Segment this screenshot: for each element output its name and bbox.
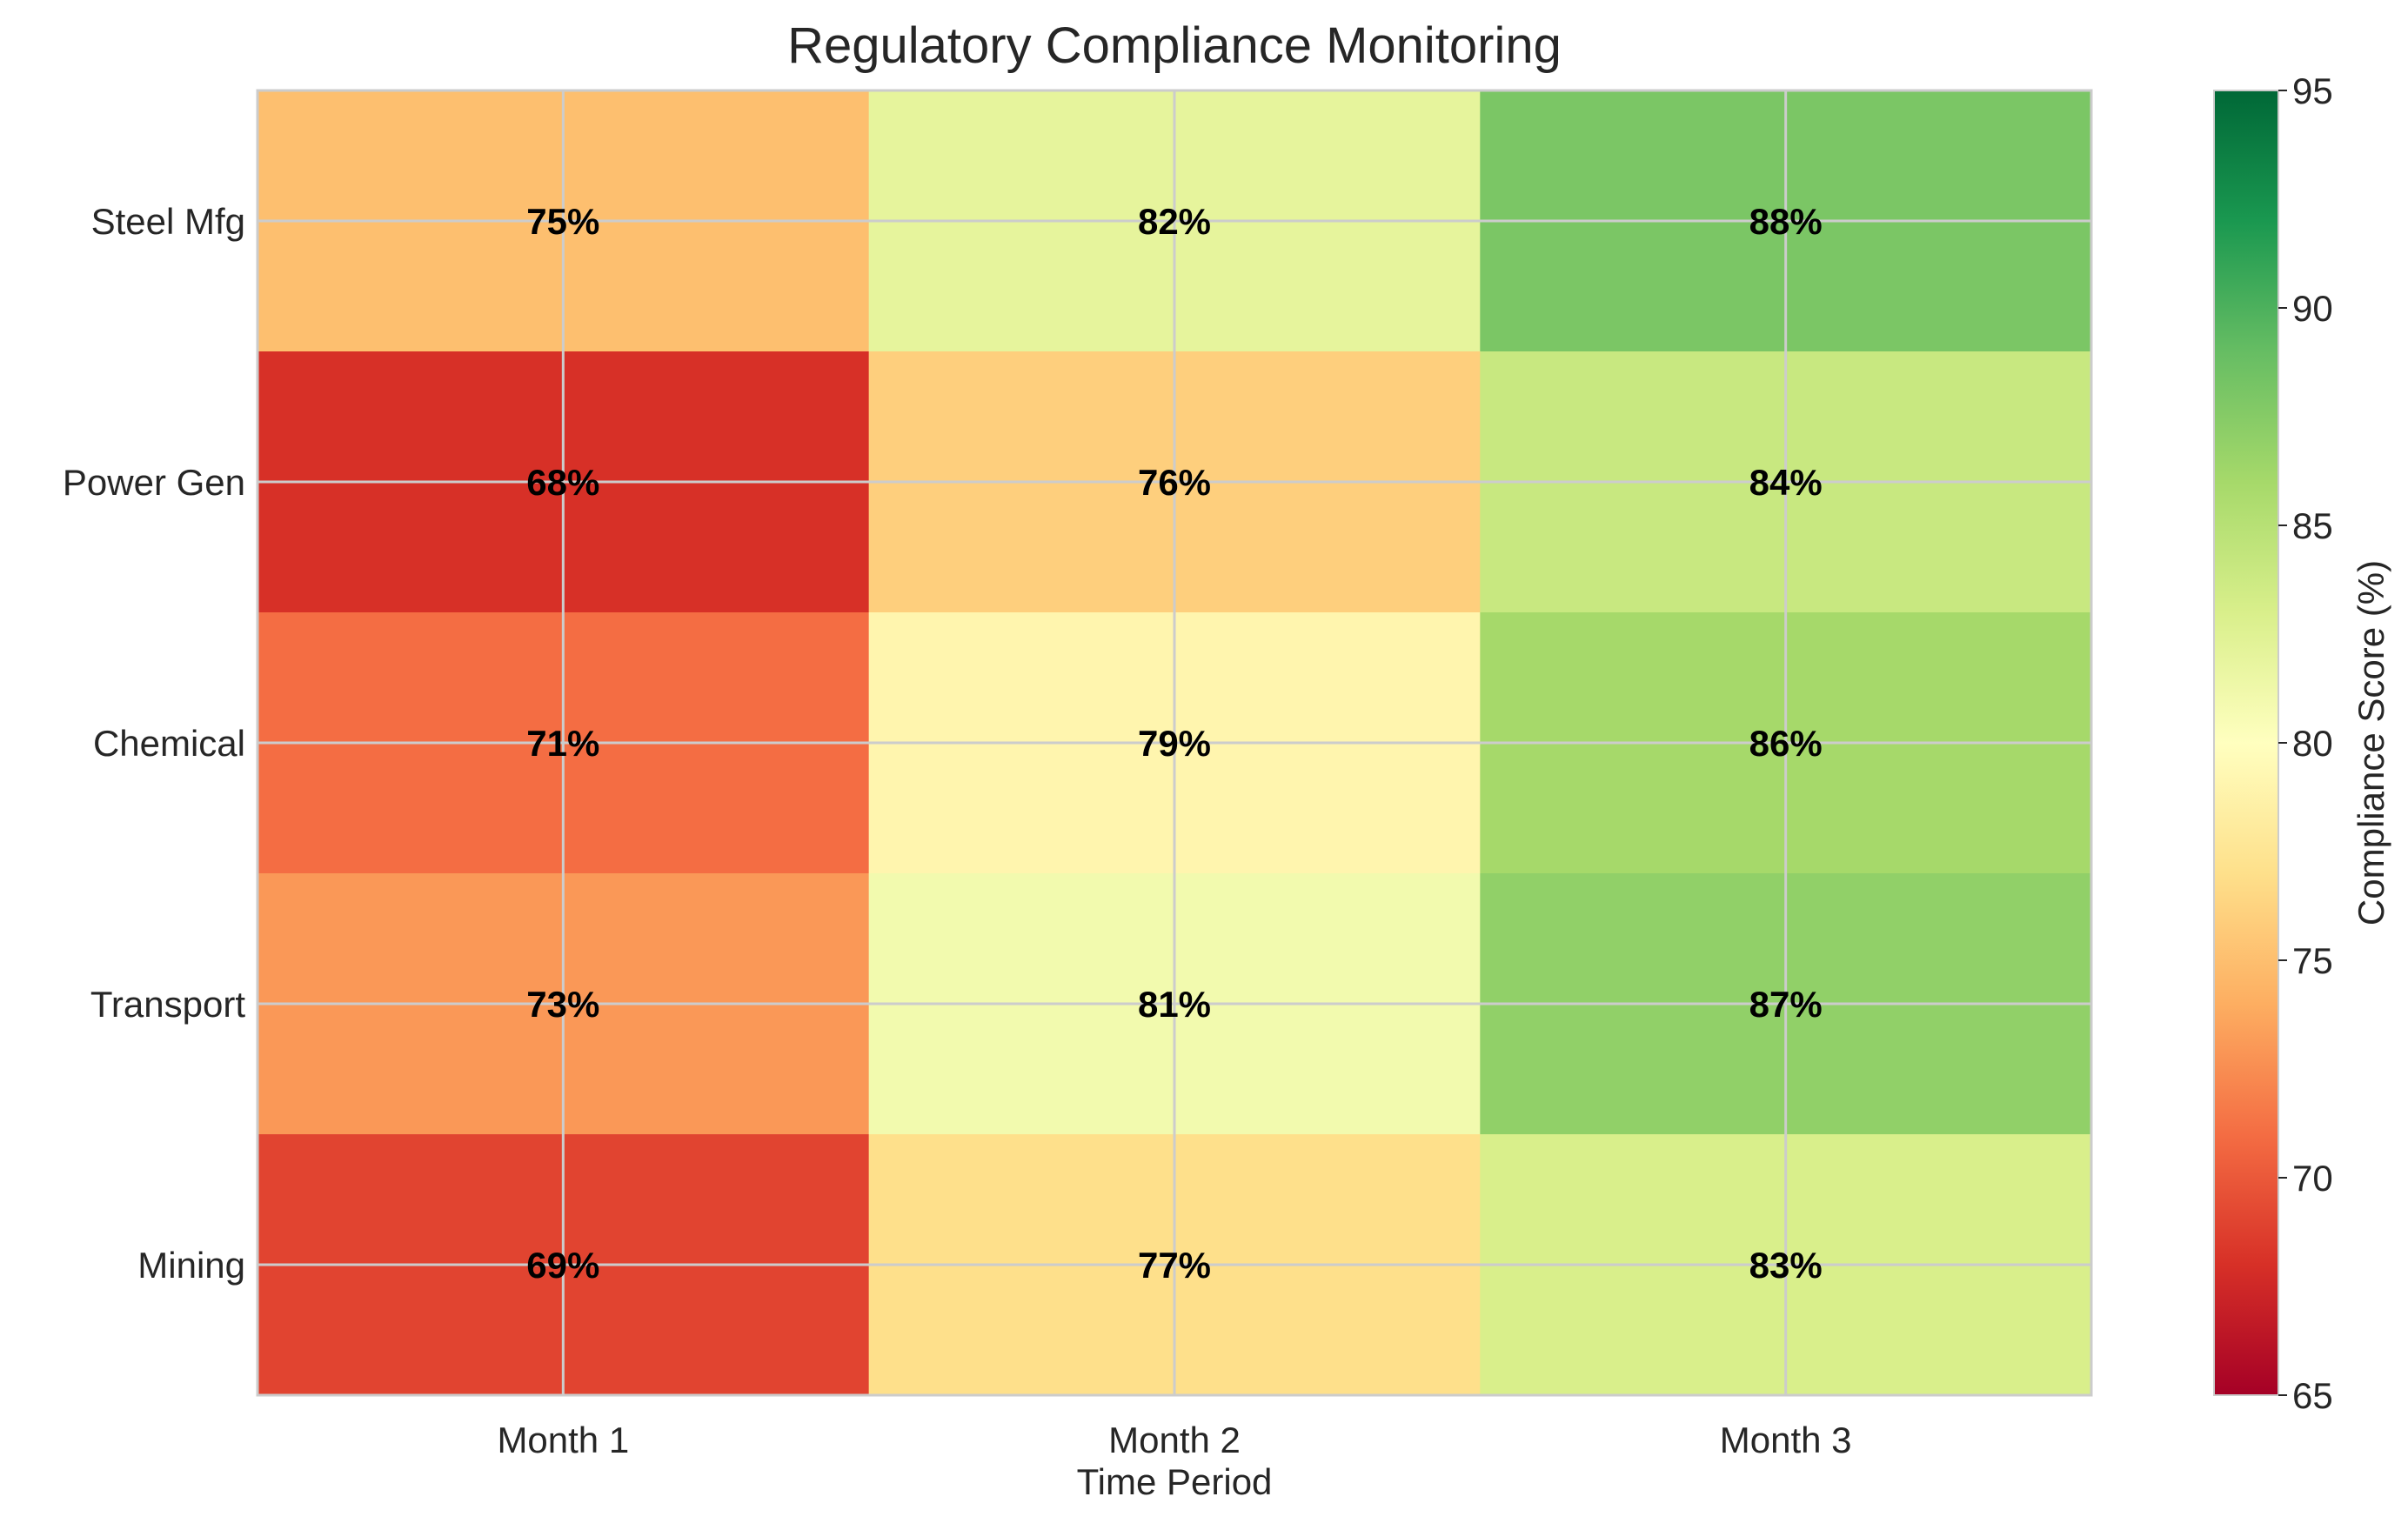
y-tick-label: Transport xyxy=(90,984,246,1025)
cell-value-label: 88% xyxy=(1749,201,1823,242)
cell-value-label: 73% xyxy=(526,984,599,1025)
colorbar-tick-label: 80 xyxy=(2292,723,2333,764)
y-tick-label: Mining xyxy=(137,1245,245,1286)
chart-title: Regulatory Compliance Monitoring xyxy=(787,17,1562,74)
x-tick-label: Month 1 xyxy=(497,1420,629,1460)
cell-value-label: 86% xyxy=(1749,723,1823,764)
x-tick-label: Month 2 xyxy=(1108,1420,1241,1460)
cell-value-label: 84% xyxy=(1749,462,1823,503)
colorbar-tick-label: 75 xyxy=(2292,940,2333,981)
colorbar-tick-label: 95 xyxy=(2292,70,2333,111)
cell-value-label: 87% xyxy=(1749,984,1823,1025)
y-tick-label: Power Gen xyxy=(63,462,245,503)
plot-frame xyxy=(256,89,2093,1397)
cell-value-label: 69% xyxy=(526,1245,599,1286)
x-tick-label: Month 3 xyxy=(1720,1420,1852,1460)
cell-value-label: 75% xyxy=(526,201,599,242)
colorbar xyxy=(2213,90,2279,1396)
colorbar-label: Compliance Score (%) xyxy=(2351,560,2391,925)
cell-value-label: 83% xyxy=(1749,1245,1823,1286)
y-tick-label: Steel Mfg xyxy=(91,201,245,242)
colorbar-tick-label: 70 xyxy=(2292,1158,2333,1199)
x-axis-label: Time Period xyxy=(1077,1461,1273,1502)
cell-value-label: 79% xyxy=(1138,723,1211,764)
cell-value-label: 76% xyxy=(1138,462,1211,503)
cell-value-label: 81% xyxy=(1138,984,1211,1025)
cell-value-label: 77% xyxy=(1138,1245,1211,1286)
colorbar-tick-label: 90 xyxy=(2292,288,2333,329)
cell-value-label: 71% xyxy=(526,723,599,764)
colorbar-tick-label: 85 xyxy=(2292,505,2333,546)
cell-value-label: 68% xyxy=(526,462,599,503)
colorbar-tick-label: 65 xyxy=(2292,1375,2333,1416)
cell-value-label: 82% xyxy=(1138,201,1211,242)
y-tick-label: Chemical xyxy=(93,723,245,764)
